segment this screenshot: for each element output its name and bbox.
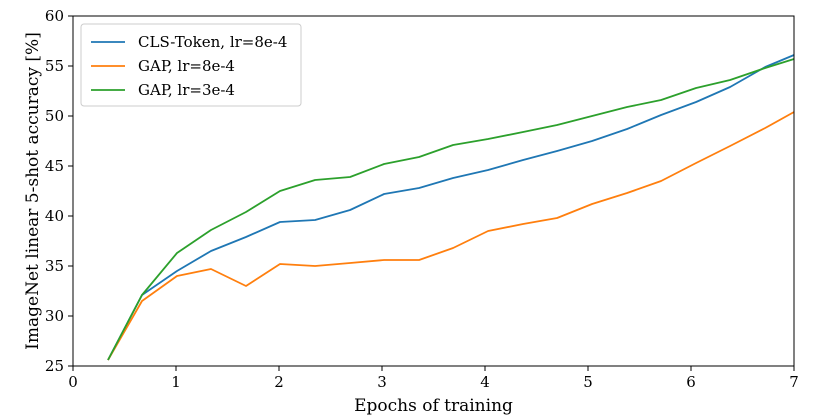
y-tick-label: 50 (45, 107, 64, 125)
legend-label: GAP, lr=3e-4 (138, 81, 235, 99)
y-tick-label: 45 (45, 157, 64, 175)
series-line-2 (107, 111, 795, 361)
legend-box (80, 23, 302, 107)
y-axis-ticks: 25 30 35 40 45 50 55 60 (45, 7, 73, 375)
y-tick-label: 30 (45, 307, 64, 325)
series-line-3 (107, 58, 795, 361)
x-tick-label: 7 (789, 373, 799, 391)
x-tick-label: 4 (480, 373, 490, 391)
x-tick-label: 0 (68, 373, 78, 391)
y-tick-label: 35 (45, 257, 64, 275)
y-tick-label: 25 (45, 357, 64, 375)
x-tick-label: 5 (583, 373, 593, 391)
x-tick-label: 2 (274, 373, 284, 391)
y-tick-label: 40 (45, 207, 64, 225)
legend-label: GAP, lr=8e-4 (138, 57, 235, 75)
y-tick-label: 55 (45, 57, 64, 75)
x-tick-label: 6 (686, 373, 696, 391)
plot-frame (72, 15, 795, 367)
x-axis-title: Epochs of training (354, 396, 513, 416)
legend-label: CLS-Token, lr=8e-4 (138, 33, 287, 51)
legend: CLS-Token, lr=8e-4 GAP, lr=8e-4 GAP, lr=3e… (80, 23, 302, 107)
x-axis-ticks: 0 1 2 3 4 5 6 7 (68, 366, 799, 391)
y-tick-label: 60 (45, 7, 64, 25)
x-tick-label: 1 (171, 373, 181, 391)
x-tick-label: 3 (377, 373, 387, 391)
y-axis-title: ImageNet linear 5-shot accuracy [%] (23, 32, 43, 350)
series-line-1 (107, 54, 795, 361)
plot-lines (107, 54, 795, 361)
